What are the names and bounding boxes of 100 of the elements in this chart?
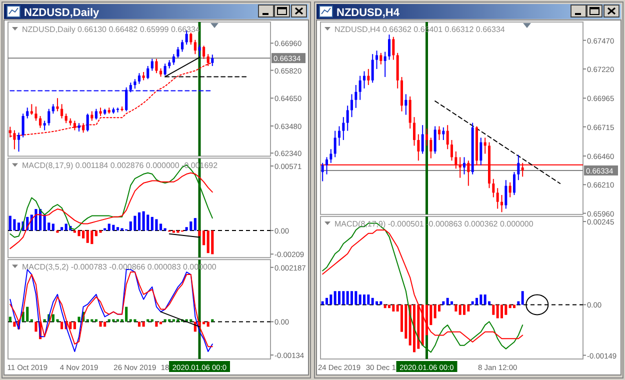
bar [138, 322, 141, 327]
bar [69, 322, 72, 330]
candlestick [442, 126, 445, 140]
candlestick [496, 188, 499, 210]
bar [86, 230, 89, 243]
candlestick [138, 72, 141, 84]
candlestick [350, 94, 353, 118]
candlestick [17, 132, 20, 152]
candlestick [508, 182, 512, 198]
bar [346, 291, 349, 305]
candlestick [480, 137, 482, 166]
candlestick [86, 113, 89, 132]
candlestick [421, 124, 424, 154]
bar [334, 291, 336, 305]
bar [434, 304, 436, 318]
candlestick [342, 116, 345, 140]
bar [155, 322, 158, 327]
candlestick [56, 98, 59, 112]
candlestick [38, 115, 42, 128]
bar [112, 224, 115, 230]
bar [94, 319, 98, 322]
candlestick [52, 104, 54, 114]
candlestick [438, 126, 440, 140]
candlestick [180, 39, 184, 52]
candlestick [358, 75, 362, 100]
bar [108, 224, 110, 230]
bar [354, 291, 358, 305]
bar [342, 291, 345, 305]
bar [60, 227, 64, 230]
bar [108, 319, 110, 322]
candlestick [134, 78, 136, 90]
bar [492, 304, 495, 315]
bar [116, 227, 120, 230]
bar [26, 306, 29, 322]
bar [467, 304, 470, 312]
candlestick [73, 120, 76, 131]
candlestick [155, 58, 158, 74]
candlestick [504, 180, 508, 210]
bar [138, 212, 141, 230]
candlestick [330, 148, 332, 164]
bar [338, 291, 340, 305]
bar [211, 230, 214, 254]
candlestick [392, 36, 395, 60]
bar [484, 294, 486, 305]
candlestick [380, 52, 382, 65]
bar [43, 214, 46, 230]
bar [90, 319, 94, 322]
candlestick [172, 54, 175, 66]
bar [13, 322, 16, 327]
candlestick [82, 122, 85, 134]
bar [463, 304, 466, 315]
candlestick [30, 104, 33, 116]
candlestick [492, 178, 495, 198]
candlestick [426, 128, 428, 146]
bar [129, 319, 132, 322]
bar [500, 304, 503, 318]
candlestick [60, 104, 64, 119]
candlestick [164, 63, 166, 76]
bar [64, 224, 68, 230]
bar [326, 298, 328, 305]
candlestick [94, 108, 98, 120]
candlestick [64, 113, 68, 124]
candlestick [146, 66, 150, 80]
bar [112, 319, 115, 322]
bar [94, 230, 98, 236]
bar [458, 304, 462, 315]
line-series [10, 172, 213, 250]
candlestick [334, 130, 336, 158]
candlestick [211, 54, 214, 67]
candlestick [26, 107, 29, 119]
candlestick [354, 84, 358, 108]
bar [371, 298, 374, 305]
bar [176, 230, 180, 233]
bar [206, 322, 210, 327]
bar [146, 214, 150, 230]
bar [78, 230, 80, 236]
candlestick [404, 94, 408, 116]
bar [358, 294, 362, 305]
chart-title: NZDUSD,Daily [24, 7, 100, 19]
bar [446, 298, 449, 305]
bar [73, 322, 76, 330]
bar [90, 230, 94, 244]
candlestick [150, 58, 154, 72]
candlestick [346, 105, 349, 132]
bar [134, 216, 136, 230]
bar [150, 319, 154, 322]
bar [155, 219, 158, 230]
bar [164, 319, 166, 322]
candlestick [408, 96, 412, 130]
bar [86, 319, 89, 322]
candlestick [413, 116, 416, 146]
candlestick [202, 45, 206, 60]
bar [159, 322, 162, 324]
bar [190, 221, 192, 230]
candlestick [198, 44, 201, 57]
bar [34, 322, 38, 332]
bar [134, 319, 136, 322]
bar [496, 304, 499, 318]
bar [521, 291, 524, 305]
candlestick [384, 51, 386, 78]
